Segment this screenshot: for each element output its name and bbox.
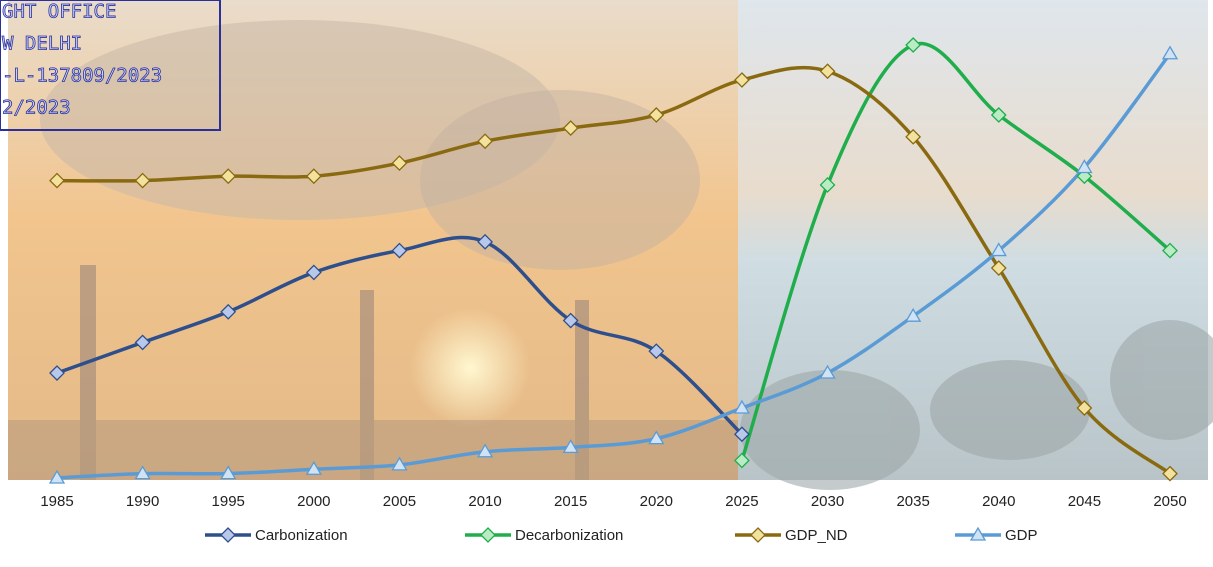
point [305,460,322,475]
point [562,120,579,137]
point [391,242,408,259]
stamp-line: 2/2023 [2,97,71,119]
stamp-line: -L-137809/2023 [2,65,162,87]
rocks [740,320,1213,490]
point [648,107,665,123]
legend-label: Decarbonization [515,527,623,544]
point [1162,242,1178,259]
point [990,242,1007,257]
point [305,264,322,281]
point [477,233,493,250]
point [734,452,750,469]
stamp-box [0,0,221,131]
point [220,303,237,320]
point [562,312,579,329]
point [562,439,579,454]
point [733,399,751,414]
x-tick-label: 1990 [126,493,159,510]
x-tick-label: 2025 [725,493,758,510]
point [990,260,1007,276]
point [476,443,494,458]
point [750,527,766,543]
x-tick-label: 2000 [297,493,330,510]
x-tick-label: 1985 [40,493,73,510]
point [819,63,836,80]
smoke [420,90,700,270]
point [305,168,322,185]
point [220,465,237,480]
point [49,365,65,381]
point [391,155,408,172]
legend-label: Carbonization [255,527,348,544]
point [734,72,750,88]
point [1076,400,1093,416]
point [220,527,236,543]
point [648,430,665,445]
point [480,527,496,543]
chimneys [8,265,738,480]
point [1076,159,1093,174]
legend-label: GDP [1005,527,1038,544]
point [990,107,1007,123]
point [819,177,836,193]
legend-label: GDP_ND [785,527,848,544]
x-tick-label: 2040 [982,493,1015,510]
x-tick-label: 2045 [1068,493,1101,510]
x-tick-label: 2010 [468,493,501,510]
point [734,426,750,443]
x-tick-label: 2005 [383,493,416,510]
point [48,469,66,484]
point [220,168,237,185]
point [905,307,922,322]
sun [410,308,530,428]
point [648,343,665,360]
point [134,465,151,480]
point [477,133,493,150]
point [1161,45,1179,60]
point [134,334,151,351]
x-tick-label: 2015 [554,493,587,510]
point [969,526,987,541]
stamp-line: GHT OFFICE [2,1,116,23]
point [391,456,408,471]
point [1162,465,1178,482]
stamp-line: W DELHI [2,33,82,55]
x-tick-label: 2050 [1153,493,1186,510]
point [905,128,922,145]
point [819,364,836,379]
point [905,37,922,53]
point [49,172,65,189]
x-tick-label: 2030 [811,493,844,510]
x-tick-label: 2035 [896,493,929,510]
x-tick-label: 1995 [212,493,245,510]
x-tick-label: 2020 [640,493,673,510]
point [134,172,151,189]
